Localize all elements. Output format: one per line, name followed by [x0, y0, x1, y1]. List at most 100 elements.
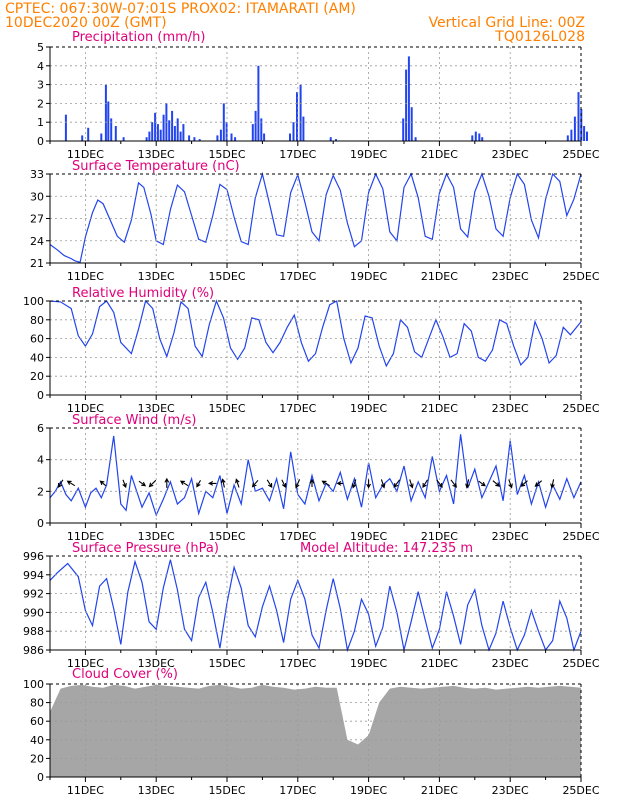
y-tick-label: 2: [37, 485, 44, 498]
y-tick-label: 40: [30, 734, 44, 747]
precip-bar: [254, 110, 257, 141]
wind-arrow: [57, 479, 64, 488]
rh-title: Relative Humidity (%): [72, 286, 215, 301]
wind-arrow: [409, 479, 414, 489]
wind-chart: 0 2 4 6 11DEC 13DEC 15DEC 17DEC 19DEC 21DEC 23DEC 2…: [37, 422, 600, 543]
precip-bar: [193, 137, 196, 141]
pressure-subtitle: Model Altitude: 147.235 m: [300, 541, 474, 556]
x-tick-label: 19DEC: [350, 148, 387, 161]
precip-bar: [114, 126, 117, 141]
wind-arrow: [164, 477, 170, 488]
wind-arrow: [492, 480, 501, 487]
x-tick-label: 11DEC: [67, 270, 104, 283]
x-tick-label: 13DEC: [138, 148, 175, 161]
x-tick-label: 19DEC: [350, 784, 387, 797]
x-tick-label: 11DEC: [67, 657, 104, 670]
precip-bar: [260, 118, 263, 141]
precip-bar: [219, 129, 222, 141]
precip-bar: [471, 135, 474, 141]
precip-bar: [478, 133, 481, 141]
cloud-cover-area: [50, 684, 581, 777]
precip-bar: [583, 126, 586, 141]
x-tick-label: 25DEC: [562, 784, 599, 797]
precip-bar: [335, 139, 337, 141]
precip-bar: [407, 56, 410, 141]
precip-bar: [410, 107, 413, 141]
header-line2-right: Vertical Grid Line: 00Z: [428, 15, 585, 31]
x-tick-label: 15DEC: [208, 148, 245, 161]
wind-arrow: [465, 479, 470, 489]
x-tick-label: 13DEC: [138, 402, 175, 415]
x-tick-label: 19DEC: [350, 402, 387, 415]
x-tick-label: 23DEC: [492, 270, 529, 283]
temp-chart: 21 24 27 30 33 11DEC 13DEC 15DEC 17DEC 19DEC 21DEC…: [30, 168, 600, 283]
precip-bar: [577, 92, 580, 141]
precip-bar: [87, 127, 90, 141]
x-tick-label: 17DEC: [279, 270, 316, 283]
precip-bar: [162, 114, 165, 141]
x-tick-label: 25DEC: [562, 270, 599, 283]
precip-bar: [402, 118, 405, 141]
y-tick-label: 0: [37, 135, 44, 148]
wind-arrow: [196, 480, 201, 488]
wind-arrow: [266, 479, 273, 488]
x-tick-label: 11DEC: [67, 784, 104, 797]
y-tick-label: 0: [37, 771, 44, 784]
cloud-title: Cloud Cover (%): [72, 667, 178, 682]
y-tick-label: 996: [23, 550, 44, 563]
precip-bar: [148, 131, 151, 141]
x-tick-label: 17DEC: [279, 530, 316, 543]
wind-arrow: [295, 479, 301, 489]
x-tick-label: 21DEC: [421, 270, 458, 283]
x-tick-label: 17DEC: [279, 148, 316, 161]
y-tick-label: 20: [30, 370, 44, 383]
wind-arrow: [366, 479, 371, 489]
precip-bar: [198, 139, 201, 141]
x-tick-label: 25DEC: [562, 148, 599, 161]
precip-bar: [182, 124, 185, 141]
precip-bar: [100, 133, 103, 141]
precip-bar: [257, 65, 260, 141]
precip-bar: [230, 133, 233, 141]
precip-bar: [405, 69, 408, 141]
precip-bar: [414, 137, 417, 141]
pressure-chart: 986 988 990 992 994 996 11DEC 13DEC 15DEC 17DEC 19…: [23, 550, 600, 670]
y-tick-label: 30: [30, 190, 44, 203]
y-tick-label: 20: [30, 752, 44, 765]
rh-series-line: [49, 299, 582, 368]
precip-bar: [168, 120, 171, 141]
wind-arrow: [138, 480, 147, 487]
wind-arrow: [336, 481, 343, 486]
y-tick-label: 24: [30, 235, 44, 248]
x-tick-label: 19DEC: [350, 530, 387, 543]
header-line1: CPTEC: 067:30W-07:01S PROX02: ITAMARATI …: [5, 1, 356, 17]
precip-bar: [251, 124, 254, 141]
y-tick-label: 0: [37, 517, 44, 530]
x-tick-label: 13DEC: [138, 784, 175, 797]
wind-arrow: [520, 480, 528, 487]
y-tick-label: 100: [23, 678, 44, 691]
wind-arrow: [309, 478, 315, 487]
x-tick-label: 11DEC: [67, 530, 104, 543]
x-tick-label: 15DEC: [208, 657, 245, 670]
x-tick-label: 21DEC: [421, 148, 458, 161]
precip-bar: [329, 137, 332, 141]
wind-arrow: [550, 479, 555, 489]
y-tick-label: 80: [30, 314, 44, 327]
y-tick-label: 6: [37, 422, 44, 435]
x-tick-label: 15DEC: [208, 270, 245, 283]
precip-bar: [145, 137, 148, 141]
y-tick-label: 60: [30, 333, 44, 346]
x-tick-label: 15DEC: [208, 530, 245, 543]
y-tick-label: 27: [30, 213, 44, 226]
y-tick-label: 986: [23, 644, 44, 657]
x-tick-label: 11DEC: [67, 402, 104, 415]
precip-bar: [81, 135, 84, 141]
wind-arrow: [251, 479, 259, 488]
wind-arrow: [508, 479, 513, 489]
precip-bar: [104, 84, 107, 141]
precip-bar: [570, 129, 573, 141]
wind-arrow: [351, 479, 357, 489]
